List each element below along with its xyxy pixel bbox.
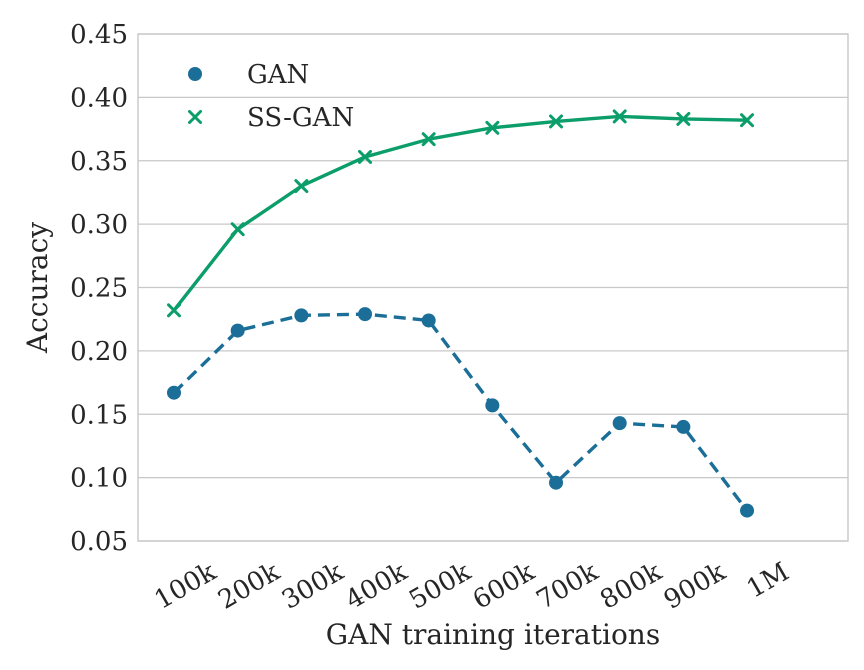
legend-entry: SS-GAN	[188, 103, 354, 133]
y-axis-ticks: 0.05 0.10 0.15 0.20 0.25 0.30 0.35 0.40 0.45	[70, 20, 128, 557]
series-line	[172, 312, 749, 512]
data-point	[740, 503, 755, 518]
y-tick-label: 0.15	[70, 400, 128, 430]
plot-frame	[137, 33, 849, 542]
y-tick-label: 0.05	[70, 527, 128, 557]
y-tick-label: 0.35	[70, 147, 128, 177]
x-tick-label: 1M	[742, 557, 794, 605]
data-point	[676, 419, 691, 434]
x-axis-title: GAN training iterations	[326, 618, 660, 651]
data-point	[612, 109, 627, 124]
data-point	[421, 132, 436, 147]
data-point	[167, 385, 181, 400]
data-point	[294, 179, 309, 194]
data-point	[188, 67, 202, 81]
x-tick-label: 700k	[532, 557, 604, 616]
data-point	[188, 110, 202, 124]
data-point	[358, 307, 373, 322]
grid	[138, 33, 848, 542]
series-ss-gan	[167, 109, 755, 318]
data-point	[549, 114, 564, 129]
legend-entry: GAN	[188, 60, 309, 90]
data-point	[294, 308, 309, 323]
data-point	[549, 475, 564, 490]
x-tick-label: 500k	[404, 557, 476, 616]
x-tick-label: 400k	[341, 557, 413, 616]
series	[167, 109, 755, 518]
y-tick-label: 0.20	[70, 337, 128, 367]
x-tick-label: 100k	[150, 557, 222, 616]
data-point	[676, 111, 691, 126]
y-axis-title: Accuracy	[21, 222, 54, 354]
data-point	[421, 313, 436, 328]
x-tick-label: 300k	[277, 557, 349, 616]
data-point	[167, 303, 181, 318]
data-point	[485, 398, 500, 413]
x-tick-label: 900k	[659, 557, 731, 616]
series-gan	[167, 307, 755, 518]
legend-label: SS-GAN	[247, 103, 354, 133]
legend-label: GAN	[247, 60, 309, 90]
y-tick-label: 0.40	[70, 83, 128, 113]
data-point	[612, 416, 627, 431]
series-line	[172, 114, 748, 312]
data-point	[358, 149, 373, 164]
data-point	[485, 120, 500, 135]
x-tick-label: 200k	[213, 557, 285, 616]
x-tick-label: 600k	[468, 557, 540, 616]
data-point	[230, 222, 245, 237]
data-point	[740, 113, 755, 128]
legend: GAN SS-GAN	[188, 60, 354, 133]
x-tick-label: 800k	[595, 557, 667, 616]
y-tick-label: 0.25	[70, 274, 128, 304]
y-tick-label: 0.30	[70, 210, 128, 240]
y-tick-label: 0.45	[70, 20, 128, 50]
data-point	[230, 323, 245, 338]
y-tick-label: 0.10	[70, 464, 128, 494]
